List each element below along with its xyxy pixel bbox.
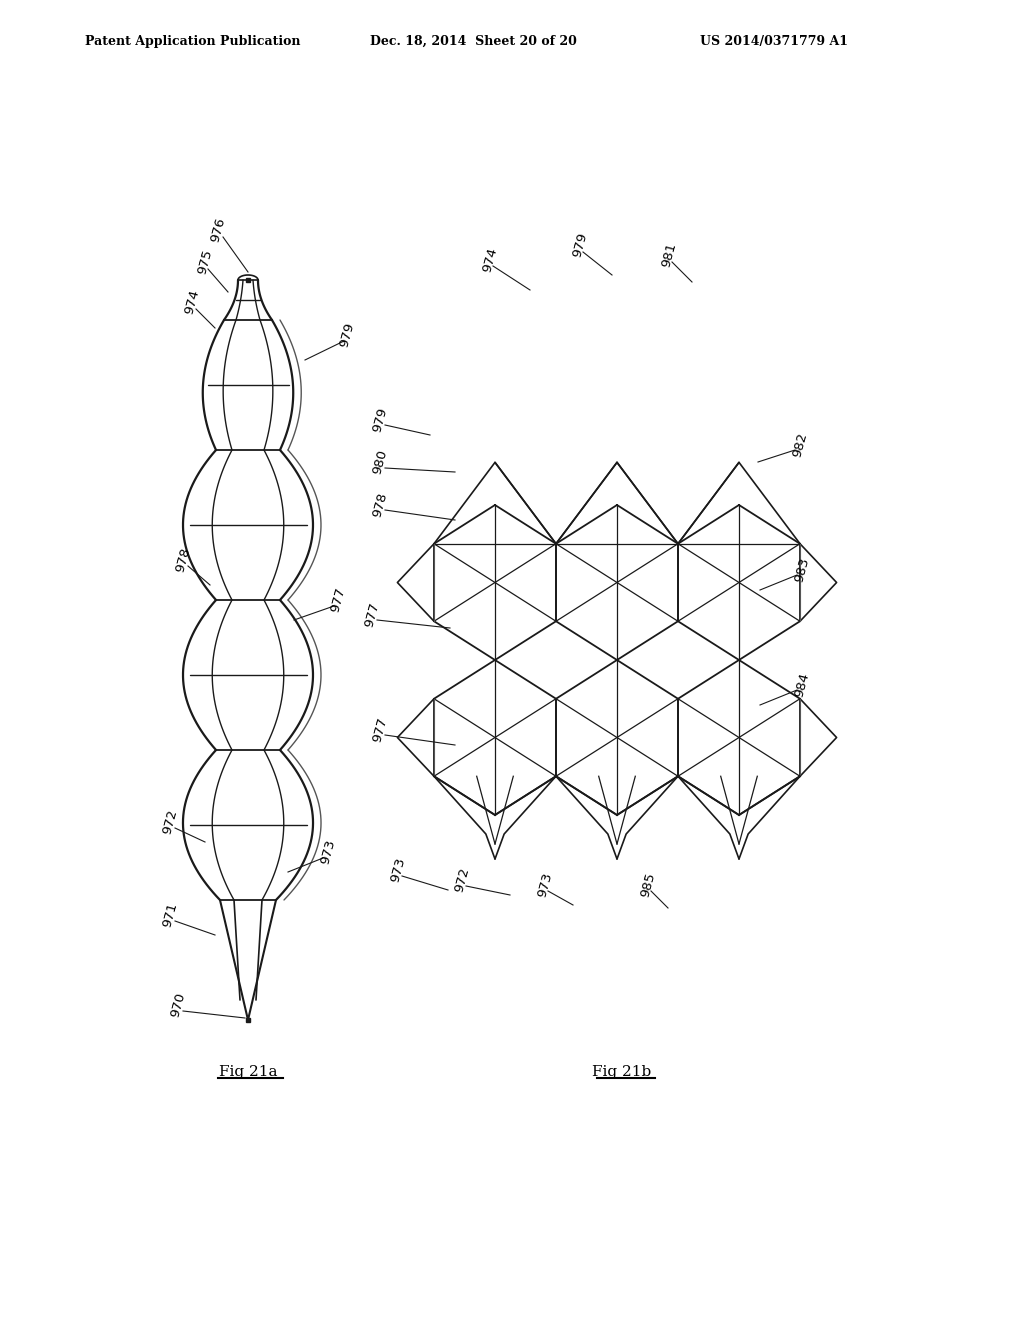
Text: 973: 973 — [388, 857, 408, 884]
Text: 985: 985 — [638, 871, 657, 899]
Text: 979: 979 — [570, 231, 590, 259]
Text: 980: 980 — [371, 449, 389, 475]
Text: 972: 972 — [453, 866, 472, 894]
Text: 984: 984 — [793, 671, 812, 698]
Text: 982: 982 — [791, 432, 810, 459]
Text: 978: 978 — [371, 491, 389, 519]
Text: Dec. 18, 2014  Sheet 20 of 20: Dec. 18, 2014 Sheet 20 of 20 — [370, 36, 577, 48]
Text: Fig 21a: Fig 21a — [219, 1065, 278, 1078]
Text: 974: 974 — [480, 246, 500, 273]
Text: 976: 976 — [209, 216, 227, 244]
Text: 973: 973 — [536, 871, 555, 899]
Text: 979: 979 — [371, 407, 389, 434]
Text: 975: 975 — [196, 248, 215, 276]
Text: 977: 977 — [371, 715, 389, 744]
Text: Fig 21b: Fig 21b — [592, 1065, 651, 1078]
Bar — [246, 1018, 250, 1022]
Text: Patent Application Publication: Patent Application Publication — [85, 36, 300, 48]
Text: 974: 974 — [182, 288, 202, 315]
Text: 971: 971 — [161, 902, 179, 929]
Text: 972: 972 — [161, 808, 179, 836]
Text: 977: 977 — [362, 601, 382, 628]
Text: 977: 977 — [329, 586, 347, 614]
Text: US 2014/0371779 A1: US 2014/0371779 A1 — [700, 36, 848, 48]
Text: 981: 981 — [659, 242, 679, 269]
Bar — [246, 279, 250, 282]
Text: 979: 979 — [338, 321, 356, 348]
Text: 978: 978 — [173, 546, 193, 574]
Text: 970: 970 — [169, 991, 187, 1019]
Text: 973: 973 — [318, 838, 338, 866]
Text: 983: 983 — [793, 556, 812, 583]
